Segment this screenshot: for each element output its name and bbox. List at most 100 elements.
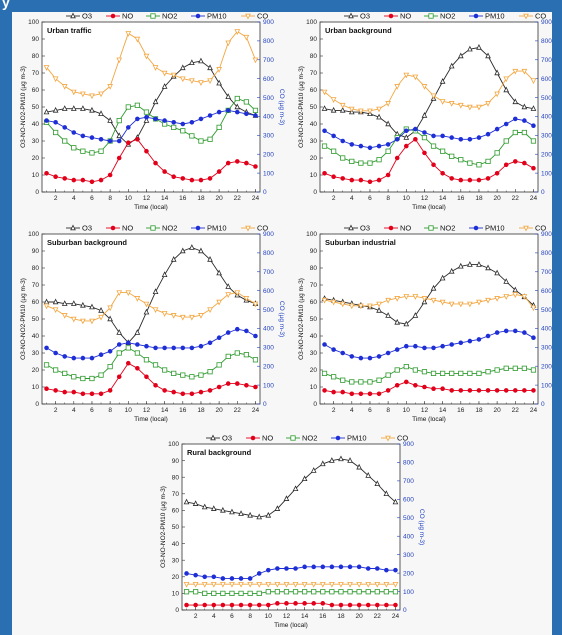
data-point-no	[431, 386, 436, 392]
data-point-co	[319, 581, 326, 588]
data-point-o3	[512, 98, 519, 105]
data-point-co	[530, 305, 537, 312]
data-point-o3	[319, 460, 326, 467]
data-point-no	[322, 388, 327, 393]
data-point-no	[449, 176, 455, 181]
data-point-co	[107, 305, 113, 312]
data-point-no2	[512, 129, 518, 136]
y2-tick-label: 300	[403, 552, 414, 559]
y-tick-label: 30	[172, 557, 180, 564]
data-point-no2	[229, 590, 235, 597]
legend-marker-no	[388, 225, 394, 231]
data-point-pm10	[522, 330, 527, 335]
data-point-co	[457, 102, 464, 109]
data-point-no	[403, 143, 409, 149]
legend-marker-no	[388, 13, 394, 19]
data-point-pm10	[340, 350, 346, 356]
data-point-pm10	[512, 328, 518, 334]
legend-marker-pm10	[195, 225, 201, 231]
x-tick-label: 10	[125, 195, 133, 202]
data-point-no2	[143, 357, 150, 363]
data-point-no2	[476, 162, 482, 168]
data-point-o3	[201, 503, 208, 510]
data-point-no2	[494, 150, 500, 156]
data-point-pm10	[376, 143, 382, 149]
plot-frame	[41, 233, 261, 405]
data-point-pm10	[153, 116, 158, 122]
data-point-co	[125, 290, 132, 297]
data-point-co	[125, 31, 132, 37]
data-point-no	[503, 388, 509, 393]
data-point-pm10	[293, 566, 298, 571]
data-point-no	[385, 172, 391, 178]
x-tick-label: 4	[72, 407, 76, 414]
data-point-no	[207, 176, 213, 181]
y2-tick-label: 600	[263, 288, 274, 295]
x-axis-label: Time (local)	[412, 204, 446, 211]
data-point-no2	[467, 370, 473, 377]
data-point-o3	[179, 247, 186, 254]
data-point-no2	[356, 589, 362, 595]
data-point-no2	[430, 370, 437, 377]
data-point-no	[440, 386, 445, 392]
data-point-pm10	[385, 142, 391, 147]
data-point-o3	[467, 45, 473, 52]
legend-marker-co	[523, 225, 529, 232]
data-point-no2	[171, 370, 177, 377]
x-tick-label: 20	[494, 407, 502, 414]
data-point-o3	[412, 312, 419, 318]
data-point-no	[394, 155, 400, 161]
y-tick-label: 90	[32, 36, 40, 43]
data-point-o3	[512, 286, 519, 293]
data-point-pm10	[225, 330, 231, 335]
data-point-pm10	[135, 342, 140, 347]
data-point-no2	[329, 589, 335, 595]
data-point-o3	[374, 480, 381, 487]
data-point-co	[358, 108, 364, 115]
data-point-co	[301, 581, 308, 588]
data-point-no	[494, 171, 500, 176]
data-point-pm10	[340, 138, 346, 144]
data-point-o3	[485, 52, 491, 59]
data-point-pm10	[220, 576, 226, 581]
data-point-o3	[330, 106, 337, 113]
chart-3: 0 10 20 30 40 50 60 70 80 90 100 0 100 200 300 400 500 60…	[298, 224, 552, 424]
x-tick-label: 22	[374, 613, 382, 620]
data-point-o3	[80, 105, 86, 111]
panel-title: Rural background	[187, 448, 252, 457]
data-point-o3	[198, 247, 204, 254]
data-point-no	[71, 389, 77, 395]
y-tick-label: 100	[306, 19, 317, 26]
data-point-no	[338, 602, 344, 608]
data-point-pm10	[394, 137, 400, 142]
data-point-no	[522, 160, 527, 166]
data-point-o3	[394, 318, 401, 325]
y-tick-label: 30	[32, 350, 40, 357]
data-point-no	[189, 177, 195, 183]
data-point-pm10	[422, 130, 427, 135]
x-tick-label: 22	[512, 407, 520, 414]
data-point-pm10	[385, 350, 391, 356]
data-point-o3	[503, 86, 510, 93]
data-point-pm10	[189, 120, 195, 125]
data-point-o3	[98, 110, 104, 116]
data-point-no	[171, 174, 177, 179]
data-point-pm10	[531, 335, 536, 341]
data-point-o3	[210, 505, 217, 511]
data-point-no	[384, 602, 389, 608]
y-tick-label: 40	[310, 121, 318, 128]
data-point-o3	[494, 69, 500, 76]
data-point-no2	[485, 158, 491, 164]
data-point-no2	[243, 99, 249, 105]
data-point-pm10	[320, 564, 326, 570]
legend-marker-o3	[210, 434, 216, 441]
data-point-no	[347, 602, 353, 608]
data-point-co	[521, 294, 528, 300]
data-point-no	[44, 171, 49, 176]
data-point-co	[179, 314, 186, 321]
data-point-no	[220, 602, 226, 608]
data-point-no2	[62, 138, 68, 144]
data-point-pm10	[440, 133, 445, 139]
data-point-no2	[274, 589, 280, 595]
data-point-no2	[162, 367, 168, 373]
